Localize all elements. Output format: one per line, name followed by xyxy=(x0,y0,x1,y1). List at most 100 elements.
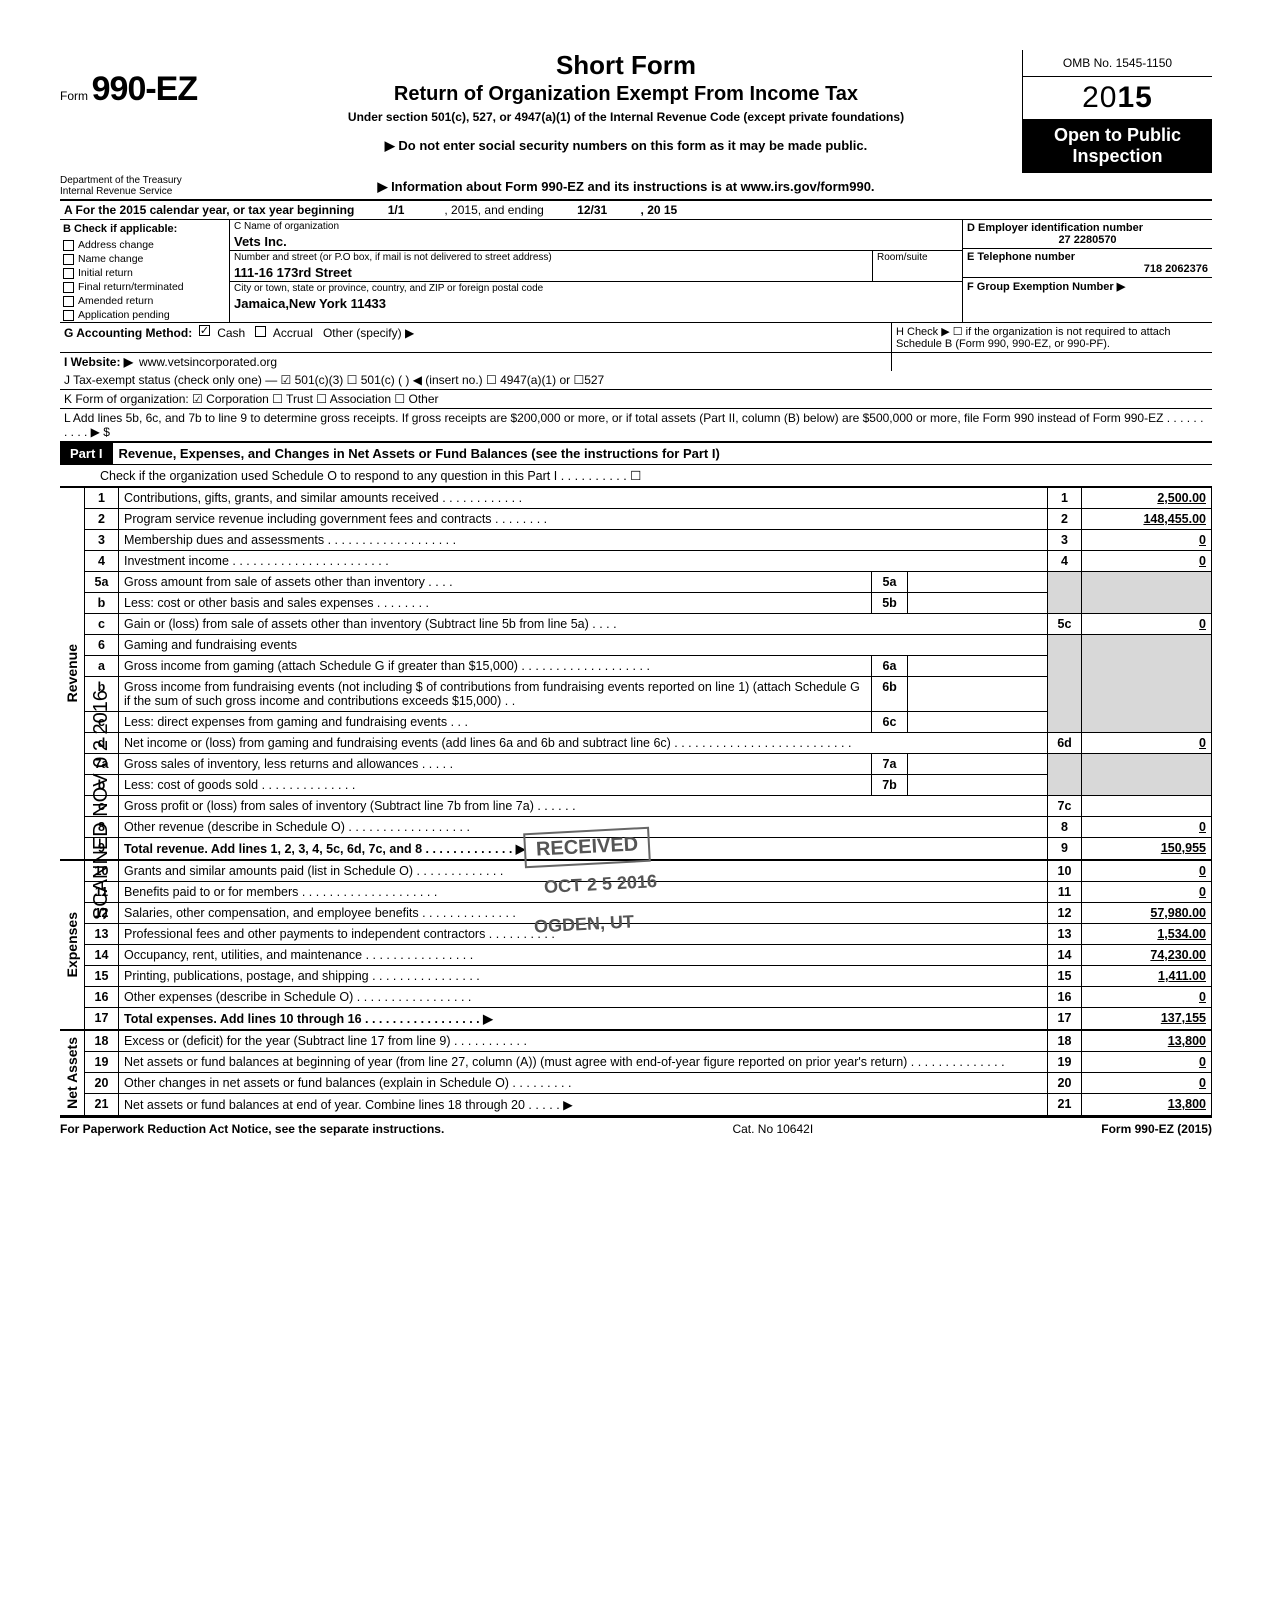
ln7c-desc: Gross profit or (loss) from sales of inv… xyxy=(119,796,1048,817)
ln8-desc: Other revenue (describe in Schedule O) .… xyxy=(119,817,1048,838)
ln3-amt: 0 xyxy=(1082,530,1212,551)
dept-irs: Internal Revenue Service xyxy=(60,186,230,197)
ln5a-no: 5a xyxy=(85,572,119,593)
form-under: Under section 501(c), 527, or 4947(a)(1)… xyxy=(240,110,1012,124)
ln1-no: 1 xyxy=(85,488,119,509)
ln6d-amt: 0 xyxy=(1082,733,1212,754)
ln19-desc: Net assets or fund balances at beginning… xyxy=(119,1052,1048,1073)
chk-cash[interactable] xyxy=(199,325,210,336)
ln6c-m: 6c xyxy=(872,712,908,733)
ein-value: 27 2280570 xyxy=(967,234,1208,246)
ln20-no: 20 xyxy=(85,1073,119,1094)
footer-left: For Paperwork Reduction Act Notice, see … xyxy=(60,1122,444,1136)
ln16-no: 16 xyxy=(85,987,119,1008)
ln21-amt: 13,800 xyxy=(1082,1094,1212,1116)
tax-year: 2015 xyxy=(1023,77,1212,119)
ln17-amt: 137,155 xyxy=(1082,1008,1212,1030)
ln7a-desc: Gross sales of inventory, less returns a… xyxy=(119,754,872,775)
ln5b-no: b xyxy=(85,593,119,614)
revenue-table: 1Contributions, gifts, grants, and simil… xyxy=(84,487,1212,860)
ln7c-num: 7c xyxy=(1048,796,1082,817)
chk-name[interactable] xyxy=(63,254,74,265)
ln7b-v xyxy=(908,775,1048,796)
year-prefix: 20 xyxy=(1082,81,1117,114)
form-number: 990-EZ xyxy=(92,70,198,108)
form-note2: ▶ Information about Form 990-EZ and its … xyxy=(230,173,1022,199)
ln12-no: 12 xyxy=(85,903,119,924)
ln11-num: 11 xyxy=(1048,882,1082,903)
ln16-desc: Other expenses (describe in Schedule O) … xyxy=(119,987,1048,1008)
ln15-num: 15 xyxy=(1048,966,1082,987)
ln10-no: 10 xyxy=(85,861,119,882)
chk-final[interactable] xyxy=(63,282,74,293)
footer-right: Form 990-EZ (2015) xyxy=(1101,1122,1212,1136)
chk-initial[interactable] xyxy=(63,268,74,279)
row-l: L Add lines 5b, 6c, and 7b to line 9 to … xyxy=(64,411,1208,439)
row-i-label: I Website: ▶ xyxy=(64,355,133,369)
ln4-amt: 0 xyxy=(1082,551,1212,572)
ln10-num: 10 xyxy=(1048,861,1082,882)
chk-address[interactable] xyxy=(63,240,74,251)
ln4-no: 4 xyxy=(85,551,119,572)
ln20-num: 20 xyxy=(1048,1073,1082,1094)
ln6a-no: a xyxy=(85,656,119,677)
ln18-amt: 13,800 xyxy=(1082,1031,1212,1052)
ln2-no: 2 xyxy=(85,509,119,530)
row-h: H Check ▶ ☐ if the organization is not r… xyxy=(892,323,1212,352)
ln9-desc: Total revenue. Add lines 1, 2, 3, 4, 5c,… xyxy=(119,838,1048,860)
ln18-desc: Excess or (deficit) for the year (Subtra… xyxy=(119,1031,1048,1052)
line-a-label: A For the 2015 calendar year, or tax yea… xyxy=(64,203,354,217)
ln5c-num: 5c xyxy=(1048,614,1082,635)
line-a-end: 12/31 xyxy=(577,203,607,217)
ln17-no: 17 xyxy=(85,1008,119,1030)
ln21-num: 21 xyxy=(1048,1094,1082,1116)
ln13-amt: 1,534.00 xyxy=(1082,924,1212,945)
ln6b-desc: Gross income from fundraising events (no… xyxy=(119,677,872,712)
ln13-desc: Professional fees and other payments to … xyxy=(119,924,1048,945)
lbl-final: Final return/terminated xyxy=(78,281,184,293)
name-label: C Name of organization xyxy=(230,220,962,233)
chk-amended[interactable] xyxy=(63,296,74,307)
street-label: Number and street (or P.O box, if mail i… xyxy=(230,251,872,264)
ln14-desc: Occupancy, rent, utilities, and maintena… xyxy=(119,945,1048,966)
row-g-label: G Accounting Method: xyxy=(64,326,192,340)
chk-pending[interactable] xyxy=(63,310,74,321)
ln8-num: 8 xyxy=(1048,817,1082,838)
col-b-header: B Check if applicable: xyxy=(60,220,229,238)
ln6b-m: 6b xyxy=(872,677,908,712)
ln5a-v xyxy=(908,572,1048,593)
ln7a-m: 7a xyxy=(872,754,908,775)
ln7b-desc: Less: cost of goods sold . . . . . . . .… xyxy=(119,775,872,796)
row-k: K Form of organization: ☑ Corporation ☐ … xyxy=(64,392,439,406)
form-note1: ▶ Do not enter social security numbers o… xyxy=(240,138,1012,154)
room-label: Room/suite xyxy=(873,251,962,264)
ln8-amt: 0 xyxy=(1082,817,1212,838)
ln6-desc: Gaming and fundraising events xyxy=(119,635,1048,656)
chk-accrual[interactable] xyxy=(255,326,266,337)
lbl-address: Address change xyxy=(78,239,154,251)
expenses-label: Expenses xyxy=(64,912,80,977)
ln1-desc: Contributions, gifts, grants, and simila… xyxy=(119,488,1048,509)
ln16-amt: 0 xyxy=(1082,987,1212,1008)
ln2-desc: Program service revenue including govern… xyxy=(119,509,1048,530)
ln6d-desc: Net income or (loss) from gaming and fun… xyxy=(119,733,1048,754)
ln12-desc: Salaries, other compensation, and employ… xyxy=(119,903,1048,924)
ln15-desc: Printing, publications, postage, and shi… xyxy=(119,966,1048,987)
org-city: Jamaica,New York 11433 xyxy=(230,295,962,312)
form-title: Short Form xyxy=(240,50,1012,81)
ln5c-desc: Gain or (loss) from sale of assets other… xyxy=(119,614,1048,635)
part1-title: Revenue, Expenses, and Changes in Net As… xyxy=(113,443,726,464)
ln4-num: 4 xyxy=(1048,551,1082,572)
ln18-num: 18 xyxy=(1048,1031,1082,1052)
ln3-desc: Membership dues and assessments . . . . … xyxy=(119,530,1048,551)
ln6a-desc: Gross income from gaming (attach Schedul… xyxy=(119,656,872,677)
form-subtitle: Return of Organization Exempt From Incom… xyxy=(240,83,1012,106)
ln10-desc: Grants and similar amounts paid (list in… xyxy=(119,861,1048,882)
lbl-name: Name change xyxy=(78,253,143,265)
ln21-no: 21 xyxy=(85,1094,119,1116)
ln15-no: 15 xyxy=(85,966,119,987)
ln4-desc: Investment income . . . . . . . . . . . … xyxy=(119,551,1048,572)
ln11-amt: 0 xyxy=(1082,882,1212,903)
ln14-num: 14 xyxy=(1048,945,1082,966)
form-prefix: Form xyxy=(60,89,88,103)
